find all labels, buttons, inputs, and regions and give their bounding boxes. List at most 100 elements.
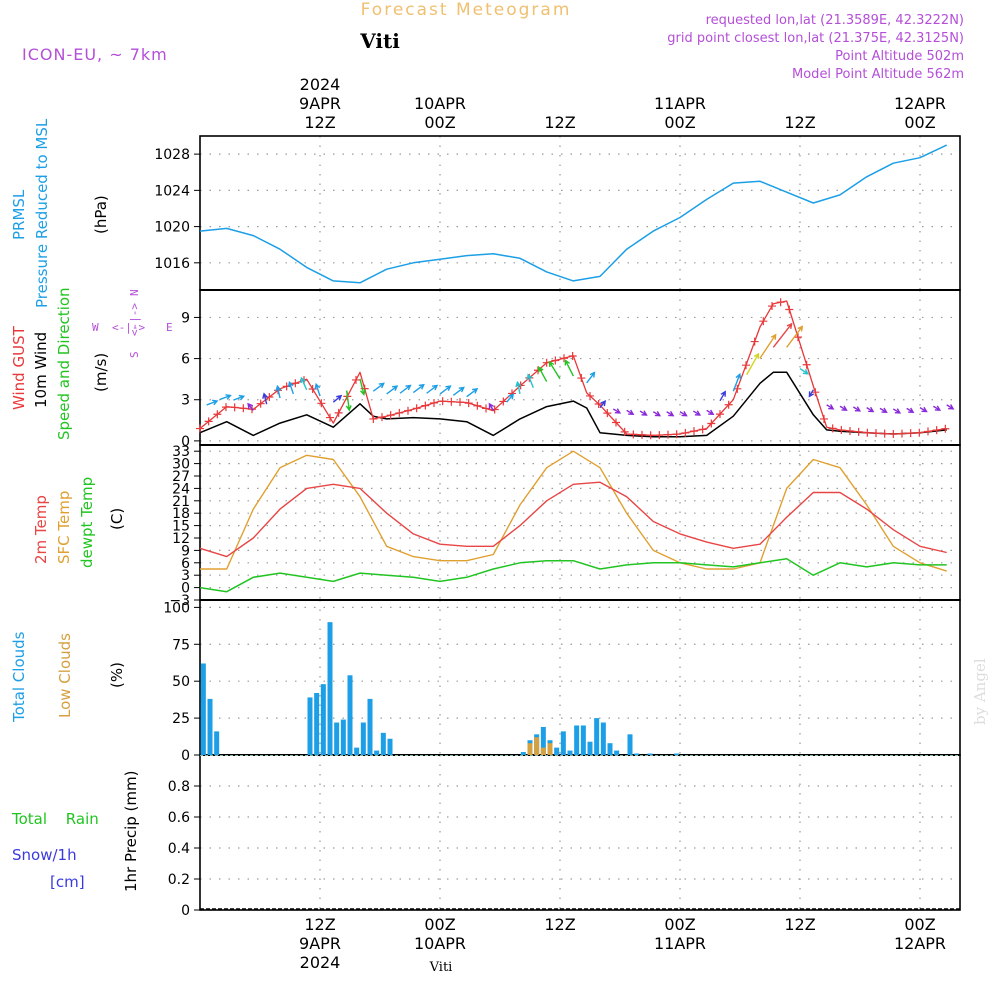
total-cloud-bar bbox=[314, 693, 320, 755]
gust-marker bbox=[716, 410, 724, 419]
gust-marker bbox=[785, 305, 794, 314]
wind-arrow bbox=[275, 384, 282, 399]
wind-arrow bbox=[287, 380, 294, 395]
wind-arrow bbox=[262, 392, 268, 405]
gust-marker bbox=[906, 429, 915, 438]
time-label: 11APR bbox=[654, 94, 706, 113]
gust-marker bbox=[482, 404, 490, 413]
total-cloud-bar bbox=[647, 753, 653, 755]
wind-arrow bbox=[692, 410, 702, 416]
compass-arrow: <-|-> bbox=[112, 321, 145, 334]
time-label: 9APR bbox=[299, 934, 341, 953]
gust-marker bbox=[759, 317, 768, 326]
dewpt-line bbox=[199, 557, 947, 593]
gust-marker bbox=[256, 399, 265, 408]
model-name: ICON-EU, ~ 7km bbox=[22, 45, 168, 64]
total-cloud-bar bbox=[214, 731, 220, 755]
time-label: 12Z bbox=[544, 113, 575, 132]
wind-arrow bbox=[233, 394, 246, 401]
gust-marker bbox=[230, 403, 239, 412]
gust-marker bbox=[664, 430, 672, 439]
gust-marker bbox=[369, 414, 378, 423]
temp-ytick-label: 24 bbox=[172, 481, 190, 497]
time-label: 00Z bbox=[904, 113, 935, 132]
total-cloud-bar bbox=[560, 731, 566, 755]
total-cloud-bar bbox=[567, 750, 573, 755]
gust-marker bbox=[326, 413, 334, 422]
total-cloud-bar bbox=[207, 698, 213, 755]
total-cloud-bar bbox=[320, 684, 326, 755]
gust-marker bbox=[499, 397, 508, 406]
gust-marker bbox=[742, 361, 750, 370]
temp-ytick-label: −3 bbox=[169, 593, 190, 609]
precip-panel: 0 0.2 0.4 0.6 0.8 bbox=[168, 754, 961, 919]
wind-arrow bbox=[586, 371, 596, 384]
low-cloud-bar bbox=[534, 737, 540, 755]
temp-ytick-label: 18 bbox=[172, 506, 190, 522]
gust-marker bbox=[560, 354, 568, 363]
pressure-ytick-label: 1020 bbox=[154, 220, 190, 236]
gust-marker bbox=[239, 404, 248, 413]
gust-marker bbox=[837, 426, 846, 435]
precip-ytick-label: 0.6 bbox=[168, 810, 190, 826]
gust-marker bbox=[638, 430, 646, 439]
wind-arrow bbox=[679, 411, 688, 417]
total-cloud-bar bbox=[334, 722, 340, 755]
precip-ytick-label: 0.2 bbox=[168, 872, 190, 888]
gust-marker bbox=[898, 429, 906, 438]
compass-vert: <-|-> bbox=[128, 303, 141, 336]
wind-arrow bbox=[515, 380, 522, 395]
gust-marker bbox=[932, 426, 941, 435]
gust-line bbox=[199, 300, 947, 437]
temp-ytick-label: 6 bbox=[181, 556, 190, 572]
temp-ytick-label: 21 bbox=[172, 494, 190, 510]
wind-10m-label: 10m Wind bbox=[32, 332, 50, 408]
time-label: 00Z bbox=[664, 915, 695, 934]
temp-ytick-label: 15 bbox=[172, 519, 190, 535]
model-altitude: Model Point Altitude 562m bbox=[792, 67, 964, 82]
point-altitude: Point Altitude 502m bbox=[835, 49, 964, 64]
clouds-ytick-label: 50 bbox=[172, 674, 190, 690]
total-cloud-bar bbox=[387, 738, 393, 755]
temp-ytick-label: 27 bbox=[172, 469, 190, 485]
gust-marker bbox=[768, 302, 776, 311]
wind-arrow bbox=[808, 389, 815, 398]
gust-marker bbox=[438, 397, 447, 406]
gust-marker bbox=[317, 399, 326, 408]
gust-marker bbox=[213, 410, 222, 419]
time-label: 12APR bbox=[894, 934, 946, 953]
wind-arrow bbox=[345, 390, 352, 412]
wind-ytick-label: 3 bbox=[181, 393, 190, 409]
gust-marker bbox=[568, 352, 577, 361]
gust-marker bbox=[698, 425, 707, 434]
gust-marker bbox=[577, 374, 586, 383]
gust-marker bbox=[889, 430, 898, 439]
snow-unit-label: [cm] bbox=[50, 873, 85, 891]
wind-arrow bbox=[919, 406, 928, 413]
wind-arrow bbox=[719, 390, 726, 402]
total-cloud-bar bbox=[674, 753, 680, 755]
total-cloud-bar bbox=[580, 725, 586, 755]
time-label: 10APR bbox=[414, 934, 466, 953]
time-label: 12Z bbox=[304, 113, 335, 132]
pressure-ytick-label: 1016 bbox=[154, 256, 190, 272]
gust-marker bbox=[551, 356, 560, 365]
wind-arrow bbox=[488, 402, 495, 411]
wind-arrow bbox=[839, 405, 848, 411]
pressure-label-1: PRMSL bbox=[10, 189, 28, 240]
wind-arrow bbox=[906, 407, 915, 413]
wind-arrow bbox=[247, 402, 254, 411]
pressure-panel: 1016 1020 1024 1028 bbox=[154, 135, 961, 291]
clouds-ytick-label: 0 bbox=[181, 748, 190, 764]
wind-arrow bbox=[879, 407, 888, 413]
wind-arrow bbox=[399, 384, 412, 394]
t2m-line bbox=[199, 481, 947, 558]
gust-marker bbox=[820, 414, 828, 423]
total-cloud-bar bbox=[354, 747, 360, 755]
wind-arrow bbox=[666, 411, 675, 417]
wind-arrow bbox=[826, 404, 835, 410]
time-label: 2024 bbox=[300, 953, 341, 972]
total-rain-label: Total Rain bbox=[11, 810, 99, 828]
time-label: 12Z bbox=[784, 915, 815, 934]
gust-marker bbox=[681, 428, 690, 437]
